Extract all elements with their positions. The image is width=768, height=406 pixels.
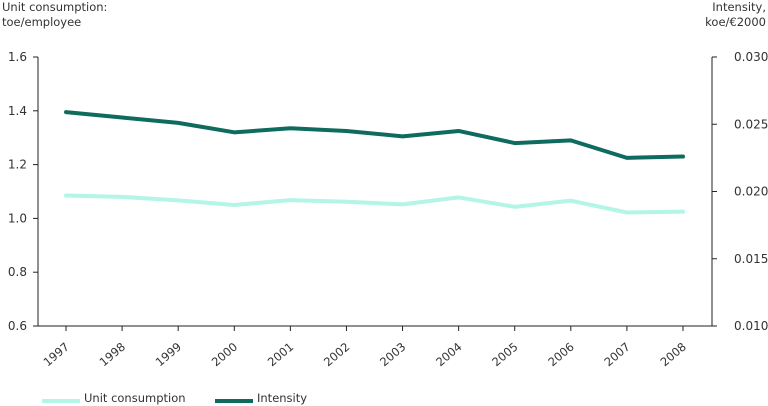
x-tick-label: 2000 [209,340,240,370]
series-line-intensity [64,110,685,160]
x-tick-label: 2004 [433,340,464,370]
right-tick-label: 0.015 [734,252,768,266]
x-tick-label: 1999 [153,340,184,370]
right-axis-label: Intensity, koe/€2000 [705,0,766,30]
x-tick-label: 1998 [97,340,128,370]
series-line-unit-consumption [64,193,685,215]
right-tick-label: 0.020 [734,185,768,199]
legend-label-unit-consumption: Unit consumption [84,391,186,405]
legend-label-intensity: Intensity [257,391,308,405]
left-tick-label: 1.2 [8,158,27,172]
x-tick-label: 2008 [657,340,688,370]
x-tick-label: 2007 [601,340,632,370]
right-tick-label: 0.010 [734,319,768,333]
left-tick-label: 1.4 [8,104,27,118]
legend-swatch-unit-consumption [42,399,80,403]
legend-swatch-intensity [215,399,253,403]
left-tick-label: 1.0 [8,211,27,225]
right-axis-label-line2: koe/€2000 [705,15,766,29]
left-tick-label: 0.6 [8,319,27,333]
x-tick-label: 2003 [377,340,408,370]
left-axis-label: Unit consumption: toe/employee [2,0,107,30]
line-chart: 0.6 0.8 1.0 1.2 1.4 1.6 0.010 0.015 0.020 0.025 0.… [8,50,768,370]
left-tick-label: 1.6 [8,50,27,64]
right-tick-label: 0.025 [734,117,768,131]
x-tick-label: 2005 [489,340,520,370]
x-tick-label: 1997 [40,340,71,370]
right-tick-label: 0.030 [734,50,768,64]
x-tick-label: 2002 [321,340,352,370]
left-axis-label-line1: Unit consumption: [2,0,108,14]
left-tick-label: 0.8 [8,265,27,279]
right-axis-label-line1: Intensity, [712,0,766,14]
left-axis-label-line2: toe/employee [2,15,82,29]
x-tick-label: 2001 [265,340,296,370]
x-tick-label: 2006 [545,340,576,370]
